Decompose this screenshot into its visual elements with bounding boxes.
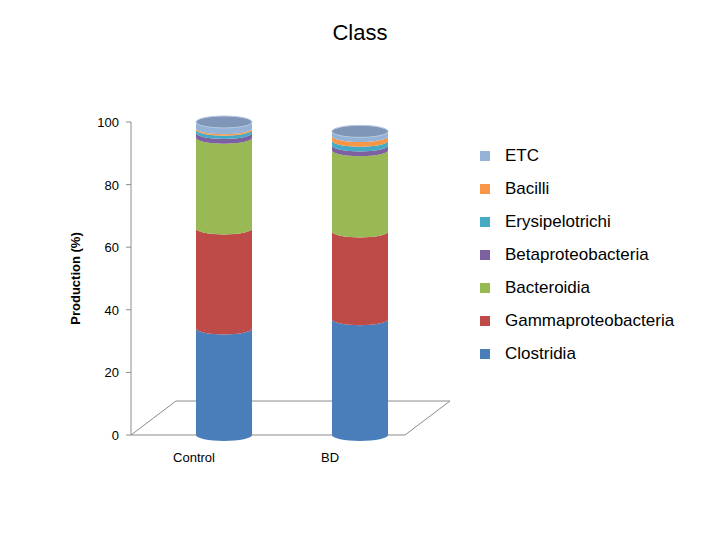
bar-top-cap xyxy=(196,116,252,128)
legend-swatch xyxy=(480,184,490,194)
legend-swatch xyxy=(480,283,490,293)
legend-swatch xyxy=(480,250,490,260)
legend-label: Erysipelotrichi xyxy=(505,212,611,231)
legend-label: ETC xyxy=(505,146,539,165)
legend-label: Betaproteobacteria xyxy=(505,245,649,264)
legend-swatch xyxy=(480,316,490,326)
legend: ETC Bacilli Erysipelotrichi Betaproteobacte… xyxy=(480,146,675,363)
y-tick-label: 20 xyxy=(105,365,119,380)
bar-segment xyxy=(196,228,252,334)
bars xyxy=(196,116,388,441)
legend-label: Bacilli xyxy=(505,179,549,198)
y-tick xyxy=(126,122,131,123)
legend-swatch xyxy=(480,151,490,161)
y-axis xyxy=(131,122,132,435)
x-tick-label: Control xyxy=(173,450,215,465)
legend-label: Gammaproteobacteria xyxy=(505,311,675,330)
bar-segment xyxy=(332,319,388,441)
bar-segment xyxy=(332,150,388,237)
y-axis-label: Production (%) xyxy=(68,232,83,324)
legend-swatch xyxy=(480,349,490,359)
y-tick-label: 40 xyxy=(105,303,119,318)
legend-label: Bacteroidia xyxy=(505,278,591,297)
y-tick-label: 80 xyxy=(105,178,119,193)
legend-label: Clostridia xyxy=(505,344,576,363)
bar-segment xyxy=(332,232,388,326)
legend-swatch xyxy=(480,217,490,227)
y-tick xyxy=(126,435,131,436)
bar-segment xyxy=(196,329,252,441)
y-tick xyxy=(126,247,131,248)
y-tick xyxy=(126,309,131,310)
y-tick xyxy=(126,372,131,373)
y-tick xyxy=(126,184,131,185)
chart: Class Production (%) 0 20 40 60 80 100 Control BD… xyxy=(0,0,720,536)
y-tick-label: 100 xyxy=(97,115,119,130)
y-tick-label: 0 xyxy=(112,428,119,443)
title: Class xyxy=(332,20,387,45)
y-tick-label: 60 xyxy=(105,240,119,255)
floor xyxy=(131,401,450,435)
bar-top-cap xyxy=(332,125,388,137)
x-tick-label: BD xyxy=(321,450,339,465)
bar-segment xyxy=(196,138,252,235)
